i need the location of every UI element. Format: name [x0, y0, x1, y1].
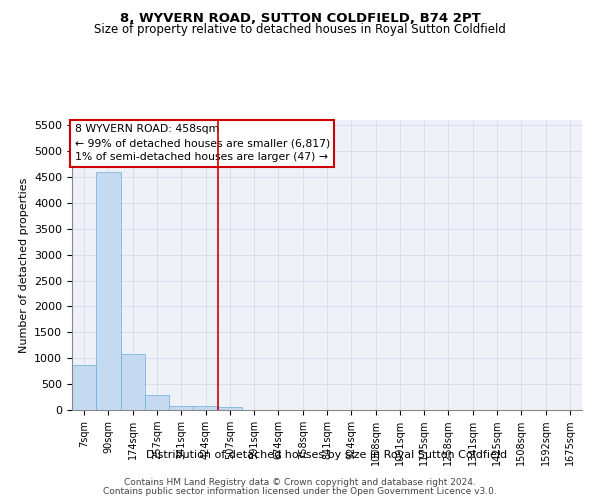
Bar	[218, 408, 242, 410]
Y-axis label: Number of detached properties: Number of detached properties	[19, 178, 29, 352]
Bar	[169, 406, 193, 410]
Text: Contains public sector information licensed under the Open Government Licence v3: Contains public sector information licen…	[103, 487, 497, 496]
Bar	[96, 172, 121, 410]
Bar	[145, 394, 169, 410]
Text: 8 WYVERN ROAD: 458sqm
← 99% of detached houses are smaller (6,817)
1% of semi-de: 8 WYVERN ROAD: 458sqm ← 99% of detached …	[74, 124, 330, 162]
Bar	[72, 365, 96, 410]
Text: Contains HM Land Registry data © Crown copyright and database right 2024.: Contains HM Land Registry data © Crown c…	[124, 478, 476, 487]
Bar	[193, 406, 218, 410]
Text: Distribution of detached houses by size in Royal Sutton Coldfield: Distribution of detached houses by size …	[146, 450, 508, 460]
Bar	[121, 354, 145, 410]
Text: 8, WYVERN ROAD, SUTTON COLDFIELD, B74 2PT: 8, WYVERN ROAD, SUTTON COLDFIELD, B74 2P…	[119, 12, 481, 26]
Text: Size of property relative to detached houses in Royal Sutton Coldfield: Size of property relative to detached ho…	[94, 22, 506, 36]
